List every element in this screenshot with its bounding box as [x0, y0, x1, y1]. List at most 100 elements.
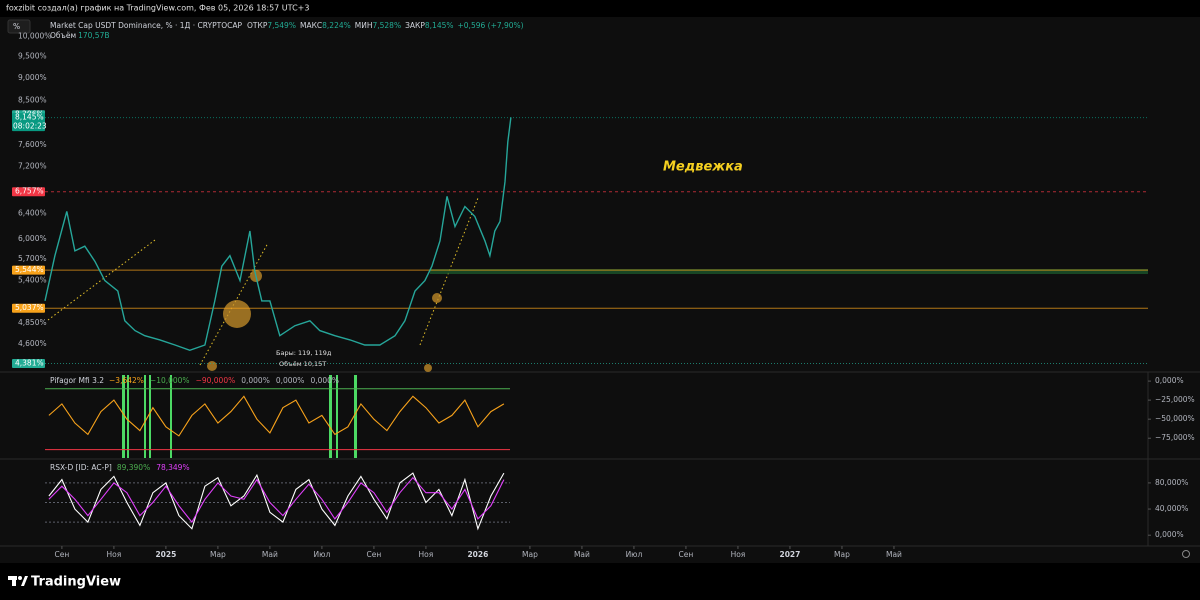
x-tick-label: Ноя — [107, 550, 122, 559]
x-tick-label: Май — [262, 550, 278, 559]
price-tag — [12, 359, 45, 369]
scale-button-label[interactable]: % — [13, 22, 20, 31]
marker-circle — [432, 293, 442, 303]
y-tick-label: 5,700% — [18, 254, 47, 263]
legend-field-value: 7,549% — [267, 21, 296, 30]
series-line — [48, 476, 505, 524]
legend-field-name: ОТКР — [247, 21, 268, 30]
legend-value: 0,000% — [276, 376, 305, 385]
x-tick-label: Июл — [626, 550, 643, 559]
y-tick-label: 80,000% — [1155, 478, 1188, 487]
price-tag-label: 5,544% — [15, 265, 44, 274]
price-tag-label: 4,381% — [15, 359, 44, 368]
legend-field-value: 8,224% — [322, 21, 351, 30]
price-tag — [12, 265, 45, 275]
x-tick-label: Мар — [522, 550, 538, 559]
annotation: Медвежка — [663, 160, 743, 175]
x-tick-label: 2025 — [155, 550, 176, 559]
y-tick-label: −25,000% — [1155, 395, 1195, 404]
price-tag — [12, 113, 45, 132]
x-tick-label: Май — [886, 550, 902, 559]
signal-bars — [122, 375, 357, 458]
price-tag — [12, 303, 45, 313]
legend-title: RSX-D [ID: AC-P] — [50, 463, 112, 472]
annotation: Бары: 119, 119д — [276, 349, 332, 357]
x-tick-label: Июл — [314, 550, 331, 559]
y-tick-label: 6,000% — [18, 234, 47, 243]
signal-bar — [329, 375, 332, 458]
legend-value: 0,000% — [310, 376, 339, 385]
trend-line — [199, 242, 269, 366]
y-tick-label: 6,400% — [18, 208, 47, 217]
signal-bar — [144, 375, 146, 458]
x-tick-label: Ноя — [419, 550, 434, 559]
y-tick-label: 4,600% — [18, 339, 47, 348]
price-tag-countdown: 08:02:23 — [13, 122, 47, 131]
y-tick-label: −50,000% — [1155, 414, 1195, 423]
price-tag-label: 6,757% — [15, 187, 44, 196]
legend-field-name: МАКС — [300, 21, 322, 30]
y-tick-label: −75,000% — [1155, 433, 1195, 442]
price-tag-label: 8,145% — [15, 113, 44, 122]
marker-circle — [207, 361, 217, 371]
legend-value: −3,642% — [109, 376, 144, 385]
y-tick-label: 0,000% — [1155, 376, 1184, 385]
series-line — [44, 117, 512, 352]
volume-legend-value: 170,57B — [78, 31, 109, 40]
logo-shape — [12, 576, 16, 586]
y-tick-label: 8,500% — [18, 96, 47, 105]
x-tick-label: Сен — [679, 550, 694, 559]
marker-circle — [223, 300, 251, 328]
annotation: Объём 10,15T — [279, 360, 326, 368]
y-tick-label: 10,000% — [18, 31, 51, 40]
series-line — [48, 472, 505, 531]
legend-value: 78,349% — [156, 463, 189, 472]
y-tick-label: 9,500% — [18, 52, 47, 61]
signal-bar — [127, 375, 129, 458]
brand-logo — [8, 576, 28, 586]
y-tick-label: 7,600% — [18, 140, 47, 149]
y-tick-label: 7,200% — [18, 162, 47, 171]
logo-shape — [21, 576, 28, 586]
legend-field-value: 7,528% — [372, 21, 401, 30]
legend-field-value: 8,145% — [425, 21, 454, 30]
signal-bar — [354, 375, 357, 458]
x-tick-label: Сен — [367, 550, 382, 559]
x-tick-label: Сен — [55, 550, 70, 559]
x-tick-label: 2026 — [467, 550, 488, 559]
settings-icon[interactable] — [1182, 550, 1190, 558]
header-text: foxzibit создал(а) график на TradingView… — [6, 4, 309, 13]
signal-bar — [336, 375, 338, 458]
y-tick-label: 4,850% — [18, 318, 47, 327]
series-line — [48, 395, 505, 437]
brand-name: TradingView — [31, 575, 121, 590]
x-tick-label: Мар — [834, 550, 850, 559]
legend-field-value: +0,596 (+7,90%) — [458, 21, 524, 30]
x-tick-label: Май — [574, 550, 590, 559]
signal-bar — [170, 375, 172, 458]
price-tag — [12, 187, 45, 197]
x-tick-label: 2027 — [780, 550, 801, 559]
signal-bar — [149, 375, 151, 458]
legend-field-name: МИН — [355, 21, 373, 30]
legend-title: Pifagor Mfi 3.2 — [50, 376, 104, 385]
y-tick-label: 9,000% — [18, 73, 47, 82]
price-tag-label: 5,037% — [15, 303, 44, 312]
x-tick-label: Ноя — [731, 550, 746, 559]
y-tick-label: 40,000% — [1155, 504, 1188, 513]
legend-value: 0,000% — [241, 376, 270, 385]
legend-value: 89,390% — [117, 463, 150, 472]
chart-area — [0, 17, 1200, 563]
logo-shape — [18, 576, 22, 580]
marker-circle — [424, 364, 432, 372]
volume-legend-name: Объём — [50, 31, 76, 40]
zone-band — [430, 269, 1148, 274]
legend-value: −90,000% — [196, 376, 236, 385]
scale-button[interactable] — [7, 19, 31, 34]
y-tick-label: 5,400% — [18, 276, 47, 285]
legend-value: −10,000% — [150, 376, 190, 385]
legend-field-name: ЗАКР — [405, 21, 425, 30]
legend-title: Market Cap USDT Dominance, % · 1Д · CRYP… — [50, 21, 242, 30]
